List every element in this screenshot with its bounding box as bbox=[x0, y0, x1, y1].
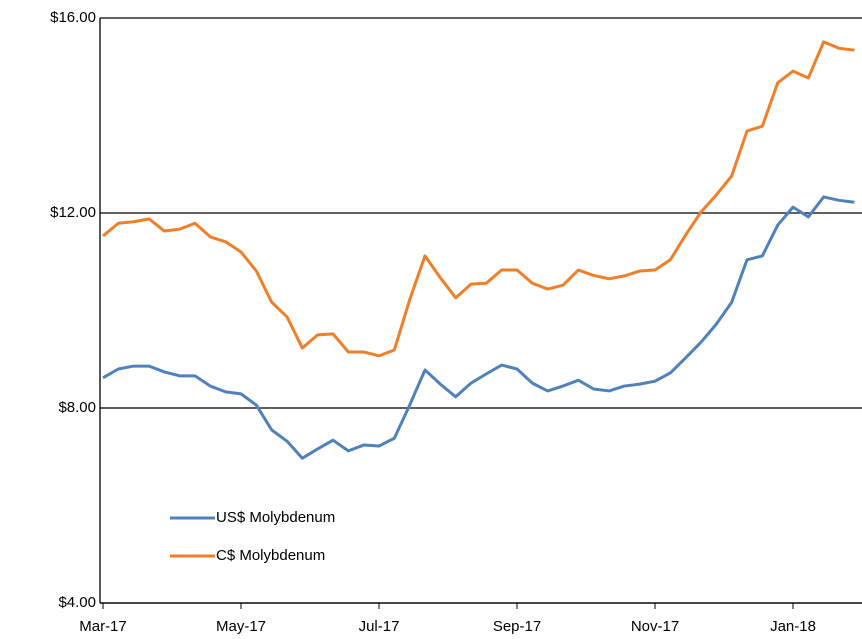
x-tick-label: May-17 bbox=[216, 618, 266, 635]
data-line bbox=[102, 195, 855, 460]
y-tick-label: $12.00 bbox=[50, 204, 96, 221]
x-tick-label: Mar-17 bbox=[79, 618, 127, 635]
data-line bbox=[102, 40, 855, 358]
legend-label: C$ Molybdenum bbox=[216, 547, 325, 564]
y-tick-label: $8.00 bbox=[58, 399, 96, 416]
x-tick-label: Sep-17 bbox=[493, 618, 541, 635]
y-tick-label: $4.00 bbox=[58, 594, 96, 611]
x-tick-label: Jan-18 bbox=[770, 618, 816, 635]
x-tick-label: Jul-17 bbox=[359, 618, 400, 635]
x-tick-label: Nov-17 bbox=[631, 618, 679, 635]
plot-area bbox=[102, 40, 855, 460]
y-tick-label: $16.00 bbox=[50, 9, 96, 26]
legend-label: US$ Molybdenum bbox=[216, 509, 335, 526]
